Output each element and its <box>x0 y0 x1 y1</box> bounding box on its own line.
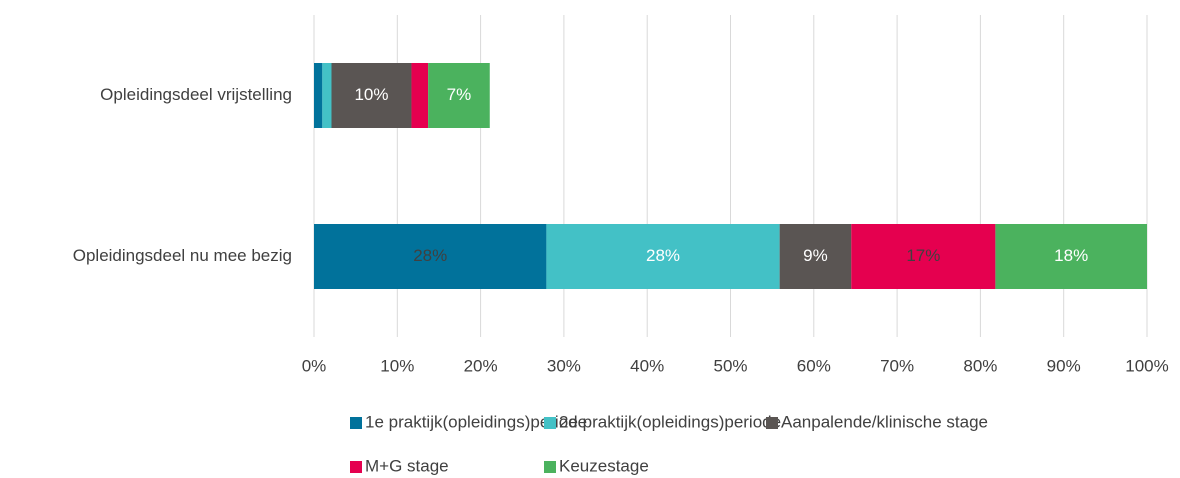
bar-segment <box>779 224 852 289</box>
y-tick-label: Opleidingsdeel nu mee bezig <box>73 246 292 265</box>
legend-swatch <box>544 417 556 429</box>
legend-swatch <box>766 417 778 429</box>
x-tick-label: 30% <box>547 356 581 375</box>
legend-label: 2e praktijk(opleidings)periode <box>559 412 781 431</box>
data-label: 10% <box>354 85 388 104</box>
bar-segment <box>331 63 412 128</box>
data-label: 28% <box>646 246 680 265</box>
legend-swatch <box>350 461 362 473</box>
legend-label: M+G stage <box>365 456 449 475</box>
legend-label: Aanpalende/klinische stage <box>781 412 988 431</box>
data-label: 28% <box>413 246 447 265</box>
x-tick-label: 10% <box>380 356 414 375</box>
legend-swatch <box>350 417 362 429</box>
x-tick-label: 90% <box>1047 356 1081 375</box>
bar-segment <box>995 224 1147 289</box>
bar-segment <box>411 63 429 128</box>
legend-label: 1e praktijk(opleidings)periode <box>365 412 587 431</box>
data-label: 9% <box>803 246 828 265</box>
bar-segment <box>851 224 996 289</box>
bar-segment <box>546 224 780 289</box>
x-tick-label: 50% <box>713 356 747 375</box>
x-tick-label: 70% <box>880 356 914 375</box>
bar-segment <box>428 63 490 128</box>
x-tick-label: 100% <box>1125 356 1168 375</box>
legend-swatch <box>544 461 556 473</box>
data-label: 7% <box>447 85 472 104</box>
data-label: 17% <box>906 246 940 265</box>
x-tick-label: 40% <box>630 356 664 375</box>
bar-segment <box>314 63 323 128</box>
bar-segment <box>314 224 547 289</box>
x-tick-label: 20% <box>464 356 498 375</box>
bar-segment <box>322 63 332 128</box>
data-label: 18% <box>1054 246 1088 265</box>
x-tick-label: 60% <box>797 356 831 375</box>
x-tick-label: 80% <box>963 356 997 375</box>
x-tick-label: 0% <box>302 356 327 375</box>
legend-label: Keuzestage <box>559 456 649 475</box>
y-tick-label: Opleidingsdeel vrijstelling <box>100 85 292 104</box>
